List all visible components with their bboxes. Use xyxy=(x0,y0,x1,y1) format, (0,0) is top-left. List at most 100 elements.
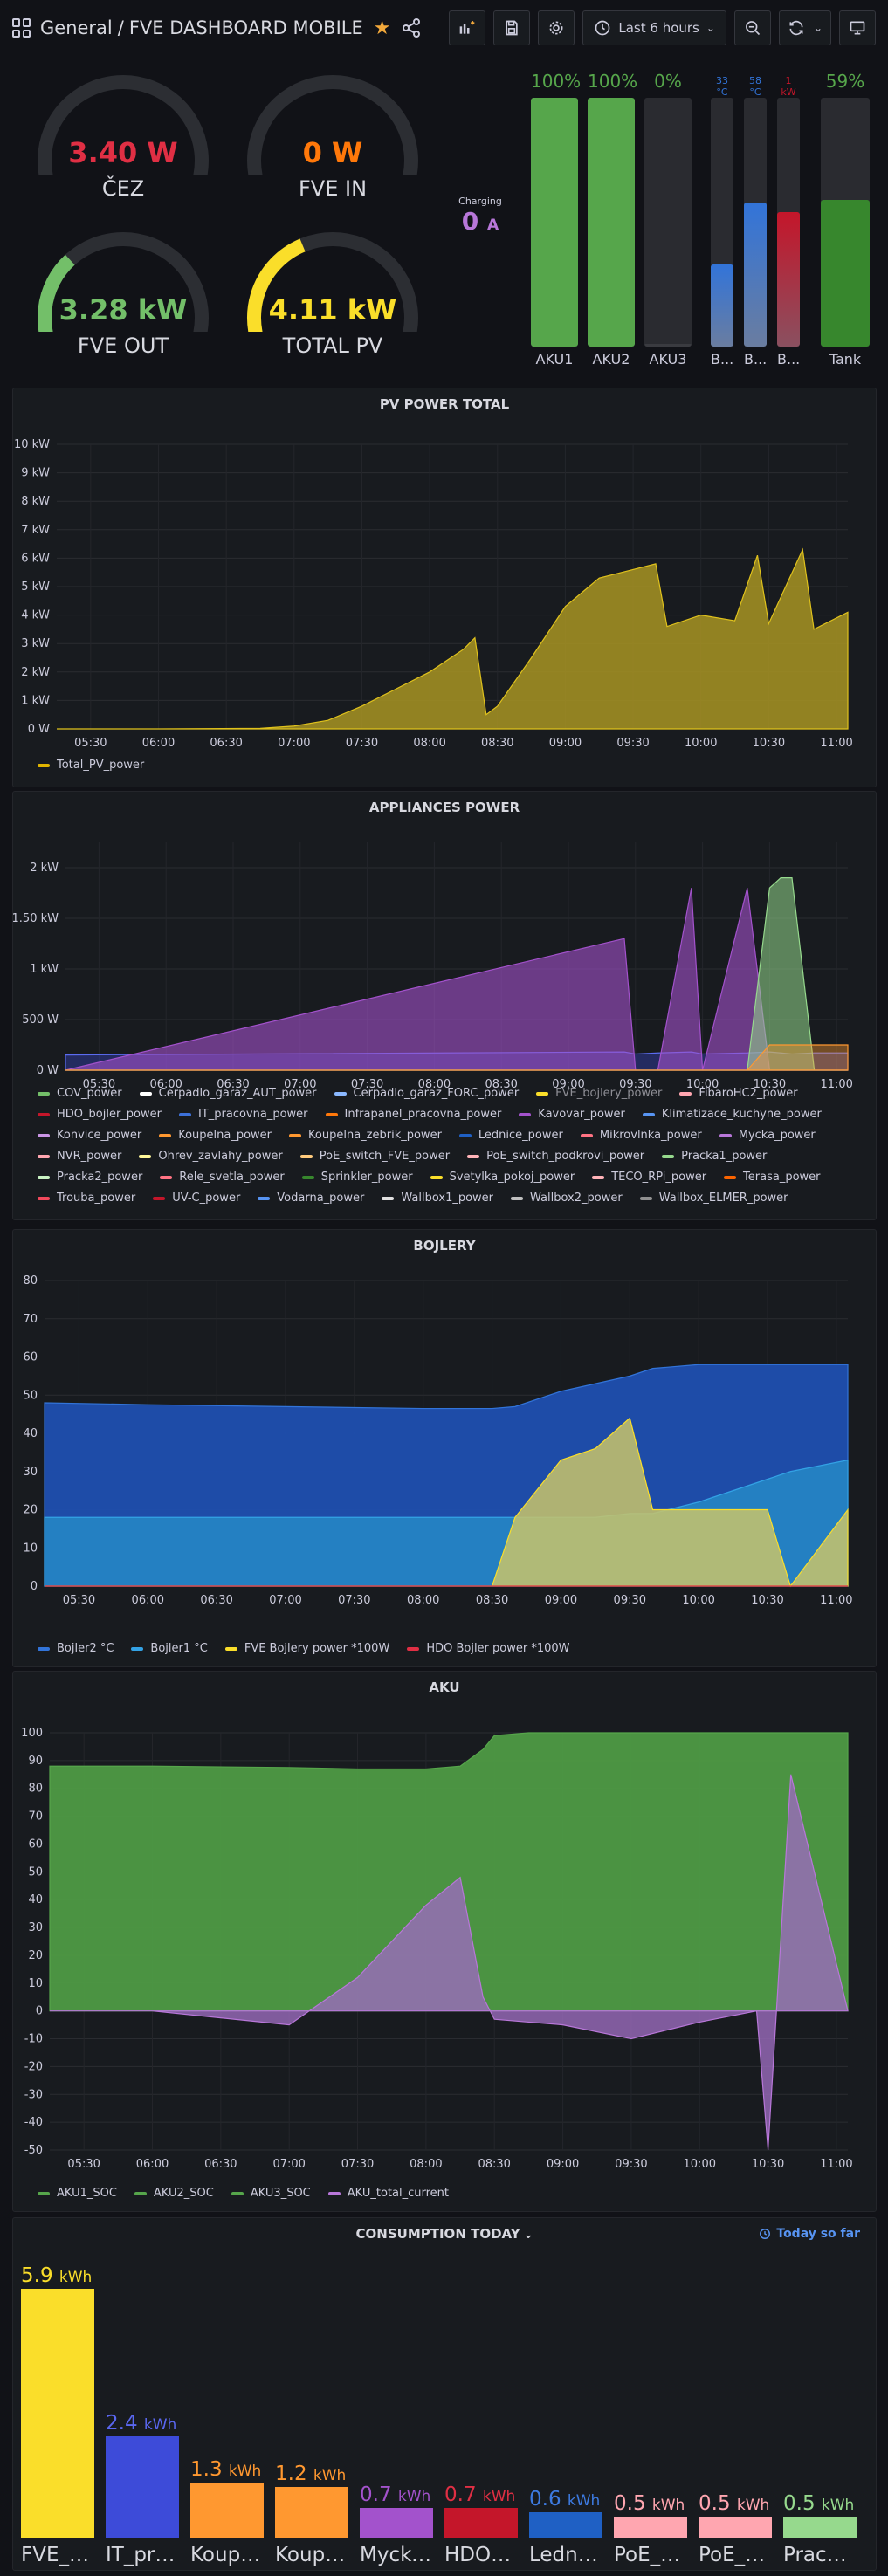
bar-gauge-fill xyxy=(744,202,767,347)
legend-swatch xyxy=(511,1196,524,1200)
panel-title[interactable]: BOJLERY xyxy=(413,1238,476,1254)
breadcrumb-general[interactable]: General xyxy=(40,17,113,38)
legend-label: Bojler1 °C xyxy=(150,1642,208,1655)
legend-item[interactable]: AKU1_SOC xyxy=(38,2187,117,2200)
legend-item[interactable]: PoE_switch_podkrovi_power xyxy=(467,1150,644,1163)
legend-item[interactable]: Cerpadlo_garaz_AUT_power xyxy=(139,1087,317,1100)
legend-item[interactable]: UV-C_power xyxy=(153,1192,240,1205)
consumption-bar: 1.2 kWh xyxy=(275,2463,348,2538)
panel-aku[interactable]: AKU -50 -40 -30 -20 -10 0 10 20 30 40 50 60 70 80 90 10… xyxy=(12,1671,877,2212)
kiosk-mode-button[interactable] xyxy=(839,10,876,45)
legend-item[interactable]: Infrapanel_pracovna_power xyxy=(325,1108,501,1121)
zoom-out-button[interactable] xyxy=(733,10,771,45)
refresh-button[interactable]: ⌄ xyxy=(778,10,831,45)
panel-pv-power-total[interactable]: PV POWER TOTAL 0 W 1 kW 2 kW 3 kW 4 kW 5 kW 6 … xyxy=(12,388,877,787)
consumption-number: 0.5 xyxy=(614,2491,652,2515)
legend-item[interactable]: Total_PV_power xyxy=(38,759,144,772)
today-so-far-badge[interactable]: Today so far xyxy=(759,2227,860,2241)
pv-power-chart[interactable]: 0 W 1 kW 2 kW 3 kW 4 kW 5 kW 6 kW 7 kW 8 kW 9 kW 1… xyxy=(13,420,878,760)
legend-item[interactable]: HDO_bojler_power xyxy=(38,1108,162,1121)
legend-item[interactable]: Trouba_power xyxy=(38,1192,135,1205)
gauge-value: 3.28 kW xyxy=(59,293,188,326)
legend-label: Kavovar_power xyxy=(538,1108,625,1121)
legend-item[interactable]: Vodarna_power xyxy=(258,1192,364,1205)
bar-gauge-b-5: 1 kW B... xyxy=(777,66,800,372)
legend-item[interactable]: AKU_total_current xyxy=(327,2187,449,2200)
legend-item[interactable]: Pracka2_power xyxy=(38,1171,142,1184)
legend-item[interactable]: Pracka1_power xyxy=(662,1150,767,1163)
consumption-bar: 0.5 kWh xyxy=(614,2492,687,2538)
legend-item[interactable]: Klimatizace_kuchyne_power xyxy=(642,1108,822,1121)
x-tick-label: 06:00 xyxy=(142,737,175,750)
legend-item[interactable]: FVE Bojlery power *100W xyxy=(224,1642,389,1655)
chart-legend: Total_PV_power xyxy=(38,759,858,772)
legend-item[interactable]: Svetylka_pokoj_power xyxy=(430,1171,575,1184)
legend-swatch xyxy=(178,1112,191,1116)
y-tick-label: 0 xyxy=(31,1580,38,1593)
bar-gauge-value: 58 °C xyxy=(749,75,761,98)
star-icon[interactable]: ★ xyxy=(373,17,391,39)
y-tick-label: 1 kW xyxy=(30,963,59,976)
appliances-power-chart[interactable]: 0 W 500 W 1 kW 1.50 kW 2 kW 05:30 06:00 06:30 07… xyxy=(13,823,878,1116)
legend-item[interactable]: Cerpadlo_garaz_FORC_power xyxy=(334,1087,519,1100)
legend-swatch xyxy=(38,1133,50,1137)
legend-item[interactable]: FibaroHC2_power xyxy=(679,1087,798,1100)
legend-label: Klimatizace_kuchyne_power xyxy=(661,1108,822,1121)
legend-item[interactable]: Ohrev_zavlahy_power xyxy=(139,1150,283,1163)
panel-title[interactable]: PV POWER TOTAL xyxy=(379,396,510,412)
panel-bojlery[interactable]: BOJLERY 0 10 20 30 40 50 60 70 80 05:30 06:00 06:30… xyxy=(12,1229,877,1667)
x-tick-label: 07:30 xyxy=(346,737,378,750)
panel-title-menu[interactable]: CONSUMPTION TODAY ⌄ xyxy=(13,2218,876,2250)
add-panel-button[interactable] xyxy=(449,10,486,45)
consumption-label: Lednic... xyxy=(529,2544,603,2566)
legend-item[interactable]: Koupelna_zebrik_power xyxy=(289,1129,442,1142)
legend-item[interactable]: Rele_svetla_power xyxy=(160,1171,285,1184)
legend-item[interactable]: Terasa_power xyxy=(724,1171,821,1184)
panel-title[interactable]: AKU xyxy=(429,1680,460,1695)
dashboard-title[interactable]: FVE DASHBOARD MOBILE xyxy=(128,17,363,38)
legend-swatch xyxy=(38,1646,50,1651)
legend-item[interactable]: Wallbox1_power xyxy=(382,1192,493,1205)
panel-title[interactable]: APPLIANCES POWER xyxy=(368,800,520,815)
legend-item[interactable]: Bojler2 °C xyxy=(38,1642,114,1655)
legend-label: Vodarna_power xyxy=(277,1192,365,1205)
legend-item[interactable]: HDO Bojler power *100W xyxy=(407,1642,570,1655)
legend-item[interactable]: Lednice_power xyxy=(458,1129,563,1142)
save-dashboard-button[interactable] xyxy=(493,10,531,45)
legend-item[interactable]: COV_power xyxy=(38,1087,122,1100)
legend-item[interactable]: IT_pracovna_power xyxy=(178,1108,308,1121)
dashboard-settings-button[interactable] xyxy=(538,10,575,45)
panel-appliances-power[interactable]: APPLIANCES POWER 0 W 500 W 1 kW 1.50 kW 2 kW… xyxy=(12,791,877,1220)
consumption-number: 0.7 xyxy=(360,2483,398,2507)
time-range-picker[interactable]: Last 6 hours ⌄ xyxy=(582,10,726,45)
legend-item[interactable]: Konvice_power xyxy=(38,1129,141,1142)
legend-label: AKU_total_current xyxy=(347,2187,449,2200)
legend-item[interactable]: Koupelna_power xyxy=(159,1129,272,1142)
share-icon[interactable] xyxy=(401,17,422,38)
bojlery-chart[interactable]: 0 10 20 30 40 50 60 70 80 05:30 06:00 06:30 07:00 07:… xyxy=(13,1261,878,1641)
legend-item[interactable]: Mikrovlnka_power xyxy=(580,1129,702,1142)
legend-item[interactable]: FVE_bojlery_power xyxy=(536,1087,662,1100)
gauge-arc xyxy=(38,232,209,332)
legend-item[interactable]: Bojler1 °C xyxy=(131,1642,208,1655)
y-tick-label: 2 kW xyxy=(21,666,50,679)
refresh-interval-chevron-icon[interactable]: ⌄ xyxy=(813,22,823,34)
dashboards-grid-icon[interactable] xyxy=(12,18,31,38)
bar-gauge-track xyxy=(644,98,692,347)
legend-item[interactable]: PoE_switch_FVE_power xyxy=(299,1150,450,1163)
aku-chart[interactable]: -50 -40 -30 -20 -10 0 10 20 30 40 50 60 70 80 90 100 05:… xyxy=(13,1703,878,2183)
legend-item[interactable]: Sprinkler_power xyxy=(301,1171,413,1184)
legend-item[interactable]: TECO_RPi_power xyxy=(592,1171,706,1184)
legend-item[interactable]: AKU3_SOC xyxy=(231,2187,311,2200)
legend-item[interactable]: NVR_power xyxy=(38,1150,121,1163)
legend-item[interactable]: Wallbox2_power xyxy=(511,1192,623,1205)
legend-item[interactable]: Kavovar_power xyxy=(519,1108,625,1121)
y-tick-label: -40 xyxy=(24,2116,43,2129)
legend-item[interactable]: Wallbox_ELMER_power xyxy=(639,1192,788,1205)
y-tick-label: -10 xyxy=(24,2033,43,2046)
legend-swatch xyxy=(519,1112,532,1116)
bar-gauge-track xyxy=(821,98,870,347)
y-tick-label: 40 xyxy=(23,1427,38,1440)
legend-item[interactable]: Mycka_power xyxy=(719,1129,816,1142)
legend-item[interactable]: AKU2_SOC xyxy=(134,2187,214,2200)
